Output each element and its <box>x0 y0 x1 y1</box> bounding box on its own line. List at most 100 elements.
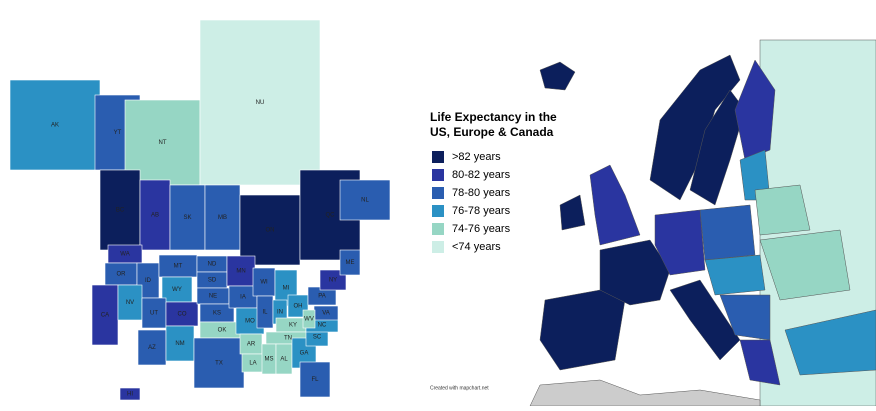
region-label: IA <box>240 295 246 301</box>
legend-title: US, Europe & Canada <box>430 125 554 139</box>
region <box>165 301 199 327</box>
italy <box>669 279 741 361</box>
legend-label: 76-78 years <box>452 205 511 217</box>
region-label: FL <box>311 377 319 383</box>
region-label: WV <box>304 317 314 323</box>
region-label: NE <box>209 294 217 300</box>
region-label: HI <box>127 392 133 398</box>
iceland <box>539 61 576 91</box>
legend-swatch <box>432 169 444 181</box>
region-label: QC <box>326 213 336 219</box>
region <box>204 184 241 251</box>
legend-swatch <box>432 241 444 253</box>
finland <box>734 59 776 161</box>
region-label: BC <box>116 208 125 214</box>
region <box>239 194 301 266</box>
region <box>9 79 101 171</box>
ukraine <box>759 229 851 301</box>
region-label: AB <box>151 213 159 219</box>
region-label: AK <box>51 123 59 129</box>
region <box>302 309 316 329</box>
region-label: MN <box>236 269 245 275</box>
region-label: MT <box>174 264 183 270</box>
region-label: CA <box>101 313 109 319</box>
region-label: ID <box>145 278 152 284</box>
region-label: GA <box>300 351 309 357</box>
legend: Life Expectancy in the US, Europe & Cana… <box>430 110 557 253</box>
region <box>199 19 321 186</box>
poland <box>699 204 756 261</box>
legend-label: 74-76 years <box>452 223 511 235</box>
legend-label: 80-82 years <box>452 169 511 181</box>
region-label: MB <box>218 215 227 221</box>
norway <box>649 54 741 201</box>
central-europe <box>704 254 766 296</box>
legend-swatch <box>432 205 444 217</box>
region <box>165 325 195 362</box>
region-label: MS <box>265 357 274 363</box>
region-label: WI <box>260 280 268 286</box>
region <box>99 169 141 251</box>
belarus <box>754 184 811 236</box>
region-label: AZ <box>148 345 156 351</box>
africa <box>529 379 761 407</box>
region-label: VA <box>322 311 330 317</box>
region-label: KY <box>289 323 297 329</box>
region-label: OR <box>117 272 127 278</box>
region-label: CO <box>178 312 187 318</box>
region-label: AL <box>280 357 288 363</box>
region-label: TX <box>215 361 223 367</box>
region-label: ME <box>346 260 355 266</box>
region-label: SK <box>183 215 191 221</box>
region <box>91 284 119 346</box>
region <box>319 269 347 291</box>
region <box>137 329 167 366</box>
region-label: MO <box>245 319 255 325</box>
france <box>599 239 671 306</box>
region <box>339 249 361 276</box>
region-label: ON <box>266 228 275 234</box>
turkey <box>784 309 876 376</box>
region <box>119 387 141 401</box>
legend-label: <74 years <box>452 241 501 253</box>
region-label: UT <box>150 311 158 317</box>
region <box>161 276 193 303</box>
region-label: PA <box>318 294 326 300</box>
legend-title: Life Expectancy in the <box>430 110 557 124</box>
greece <box>739 339 781 386</box>
region <box>339 179 391 221</box>
region-label: LA <box>249 361 256 367</box>
north-america-map: AK YT NT NU BC AB SK MB ON QC NL WA OR CA ID MT WY NV UT AZ… <box>9 19 391 401</box>
region <box>117 284 143 321</box>
uk <box>589 164 641 246</box>
legend-label: >82 years <box>452 151 501 163</box>
legend-swatch <box>432 187 444 199</box>
region-label: AR <box>247 342 256 348</box>
region-label: IL <box>262 310 268 316</box>
credit: Created with mapchart.net <box>430 385 489 391</box>
legend-label: 78-80 years <box>452 187 511 199</box>
legend-swatch <box>432 223 444 235</box>
region <box>193 337 245 389</box>
region-label: IN <box>277 310 283 316</box>
region-label: NC <box>318 323 327 329</box>
ireland <box>559 194 586 231</box>
region-label: SC <box>313 335 322 341</box>
region <box>141 297 167 329</box>
region-label: TN <box>284 336 292 342</box>
region-label: YT <box>114 130 122 136</box>
region-label: NY <box>329 278 337 284</box>
region-label: NT <box>159 140 167 146</box>
region-label: NM <box>175 341 184 347</box>
region-label: ND <box>208 262 217 268</box>
region-label: SD <box>208 278 217 284</box>
region-label: NL <box>361 198 369 204</box>
region-label: WY <box>172 287 182 293</box>
region-label: WA <box>120 252 129 258</box>
region-label: OK <box>218 328 227 334</box>
region-label: MI <box>283 286 290 292</box>
legend-swatch <box>432 151 444 163</box>
iberia <box>539 289 626 371</box>
region <box>299 361 331 398</box>
